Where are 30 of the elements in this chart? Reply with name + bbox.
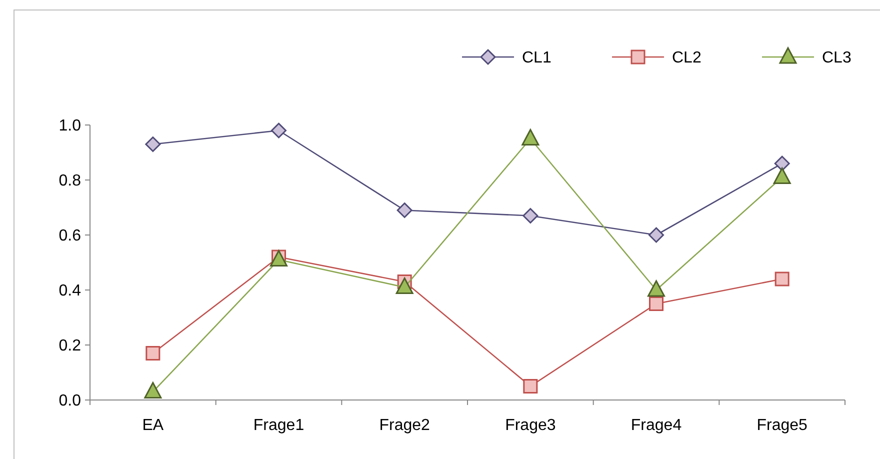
point: [774, 272, 790, 286]
legend-label: CL2: [672, 50, 702, 67]
legend-label: CL3: [822, 50, 852, 67]
point: [523, 379, 538, 394]
point: [648, 280, 665, 297]
y-tick-label: 0.6: [58, 228, 82, 245]
legend-label: CL1: [522, 50, 552, 67]
x-tick-label: Frage2: [379, 417, 430, 434]
point: [396, 202, 412, 218]
x-tick-label: Frage1: [253, 417, 304, 434]
point: [774, 156, 790, 172]
point: [649, 296, 664, 311]
point: [145, 136, 161, 152]
point: [648, 227, 664, 243]
x-tick-label: Frage4: [630, 417, 682, 434]
point: [271, 122, 286, 138]
x-tick-label: Frage3: [505, 417, 556, 434]
point: [522, 208, 538, 224]
point: [146, 346, 160, 360]
y-tick-label: 0.4: [58, 282, 82, 300]
x-tick-label: Frage5: [756, 417, 808, 434]
y-tick-label: 1.0: [58, 118, 82, 135]
point: [522, 129, 540, 146]
point: [144, 382, 162, 398]
y-tick-label: 0.8: [58, 172, 82, 190]
y-tick-label: 0.0: [58, 392, 82, 410]
x-tick-label: EA: [142, 417, 164, 434]
point: [396, 278, 414, 294]
y-tick-label: 0.2: [58, 338, 82, 355]
point: [773, 168, 791, 184]
